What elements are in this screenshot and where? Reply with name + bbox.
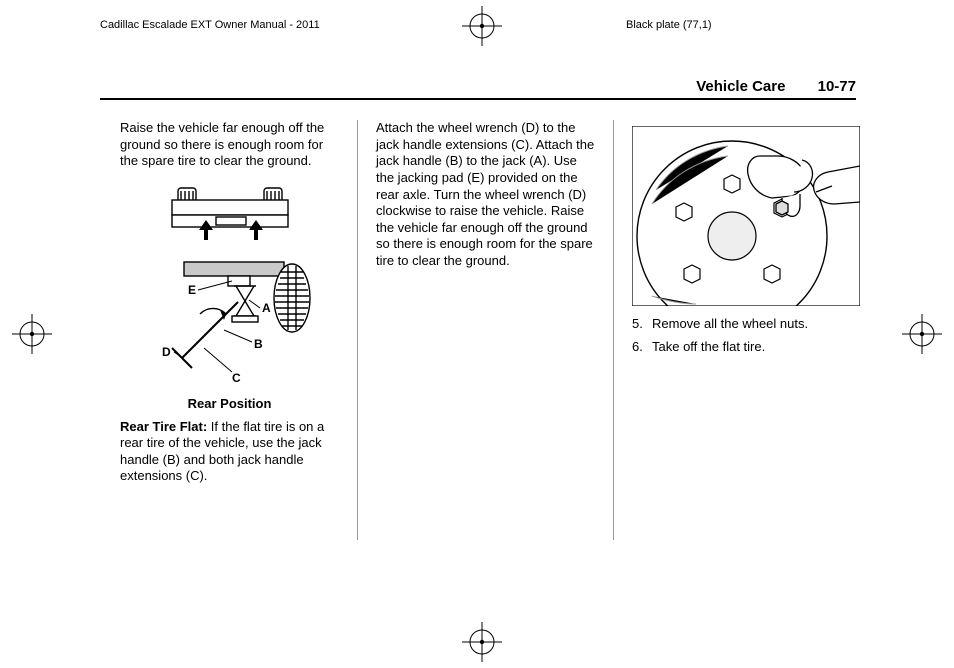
figure-caption: Rear Position [120,396,339,413]
step-text: Remove all the wheel nuts. [652,316,808,333]
step-text: Take off the flat tire. [652,339,765,356]
col2-para1: Attach the wheel wrench (D) to the jack … [376,120,595,270]
step-6: 6. Take off the flat tire. [632,339,860,356]
label-A: A [262,301,271,315]
page-header: Vehicle Care 10-77 [696,78,856,95]
label-B: B [254,337,263,351]
page-number: 10-77 [818,78,856,95]
label-C: C [232,371,241,385]
crop-mark-top [462,6,502,46]
col1-para2: Rear Tire Flat: If the flat tire is on a… [120,419,339,486]
step-5: 5. Remove all the wheel nuts. [632,316,860,333]
rear-tire-flat-label: Rear Tire Flat: [120,419,207,434]
crop-mark-left [12,314,52,354]
page-root: Cadillac Escalade EXT Owner Manual - 201… [0,0,954,668]
content-columns: Raise the vehicle far enough off the gro… [120,120,860,540]
section-name: Vehicle Care [696,78,785,95]
label-E: E [188,283,196,297]
column-1: Raise the vehicle far enough off the gro… [120,120,339,540]
figure-remove-nuts [632,126,860,306]
column-divider-2 [613,120,614,540]
crop-mark-right [902,314,942,354]
header-rule [100,98,856,100]
manual-title: Cadillac Escalade EXT Owner Manual - 201… [100,19,320,31]
crop-mark-bottom [462,622,502,662]
step-number: 6. [632,339,652,356]
steps-list: 5. Remove all the wheel nuts. 6. Take of… [632,316,860,355]
column-3: 5. Remove all the wheel nuts. 6. Take of… [632,120,860,540]
step-number: 5. [632,316,652,333]
figure-rear-position: E A B C D [120,180,339,390]
col1-para1: Raise the vehicle far enough off the gro… [120,120,339,170]
label-D: D [162,345,171,359]
column-2: Attach the wheel wrench (D) to the jack … [376,120,595,540]
plate-label: Black plate (77,1) [626,19,712,31]
column-divider-1 [357,120,358,540]
